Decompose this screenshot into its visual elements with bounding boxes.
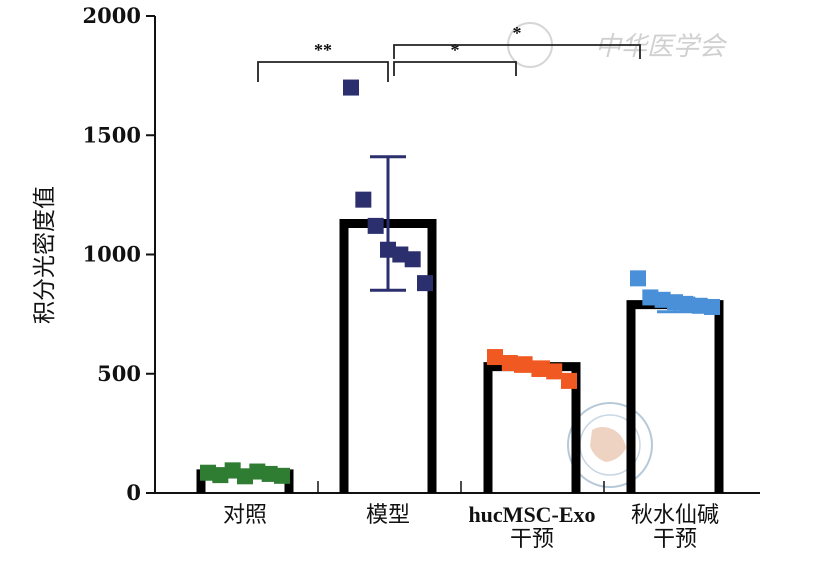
data-point [630, 270, 646, 287]
data-point [531, 360, 548, 377]
y-tick-label: 1000 [83, 242, 141, 267]
y-tick-label: 1500 [83, 122, 141, 147]
x-category-label: 对照 [223, 503, 267, 528]
data-point [546, 363, 563, 380]
data-point [224, 462, 241, 479]
y-axis-label: 积分光密度值 [32, 186, 58, 324]
x-category-label: 秋水仙碱 [631, 503, 719, 528]
significance-label: ** [314, 40, 332, 60]
data-points [200, 79, 720, 485]
axes: 0 500 1000 1500 2000 积分光密度值 [32, 3, 760, 505]
data-point [691, 297, 708, 314]
data-point [392, 246, 409, 263]
x-category-label: 干预 [510, 527, 554, 552]
data-point [704, 298, 720, 315]
significance-bracket [393, 61, 517, 76]
significance-bracket [257, 61, 389, 82]
data-point [654, 291, 671, 308]
data-point [261, 465, 278, 482]
data-point [212, 467, 229, 484]
data-point [679, 296, 696, 313]
data-point [343, 79, 359, 96]
data-point [404, 251, 421, 268]
bar [626, 300, 724, 493]
data-point [516, 356, 533, 373]
data-point [642, 289, 659, 306]
data-point [487, 349, 503, 366]
y-tick-label: 500 [97, 361, 141, 386]
significance-bracket [393, 44, 641, 59]
data-point [200, 464, 216, 481]
data-point [367, 217, 384, 234]
seal-logo [567, 402, 653, 488]
x-category-label: hucMSC-Exo [468, 502, 595, 527]
x-category-label: 模型 [366, 503, 410, 528]
significance-label: * [451, 40, 460, 60]
data-point [417, 275, 433, 292]
watermark-text: 中华医学会 [595, 32, 728, 62]
data-point [501, 355, 518, 372]
bars [196, 218, 724, 493]
significance-brackets: ** ** [257, 23, 641, 82]
data-point [355, 191, 372, 208]
data-point [249, 463, 266, 480]
x-category-label: 干预 [653, 527, 697, 552]
error-bars [370, 155, 693, 373]
data-point [274, 467, 290, 484]
significance-label: * [513, 23, 522, 43]
data-point [237, 468, 253, 485]
watermark: 中华医学会 [507, 22, 728, 488]
y-tick-label: 0 [126, 480, 141, 505]
data-point [561, 372, 577, 389]
y-tick-label: 2000 [83, 3, 141, 28]
